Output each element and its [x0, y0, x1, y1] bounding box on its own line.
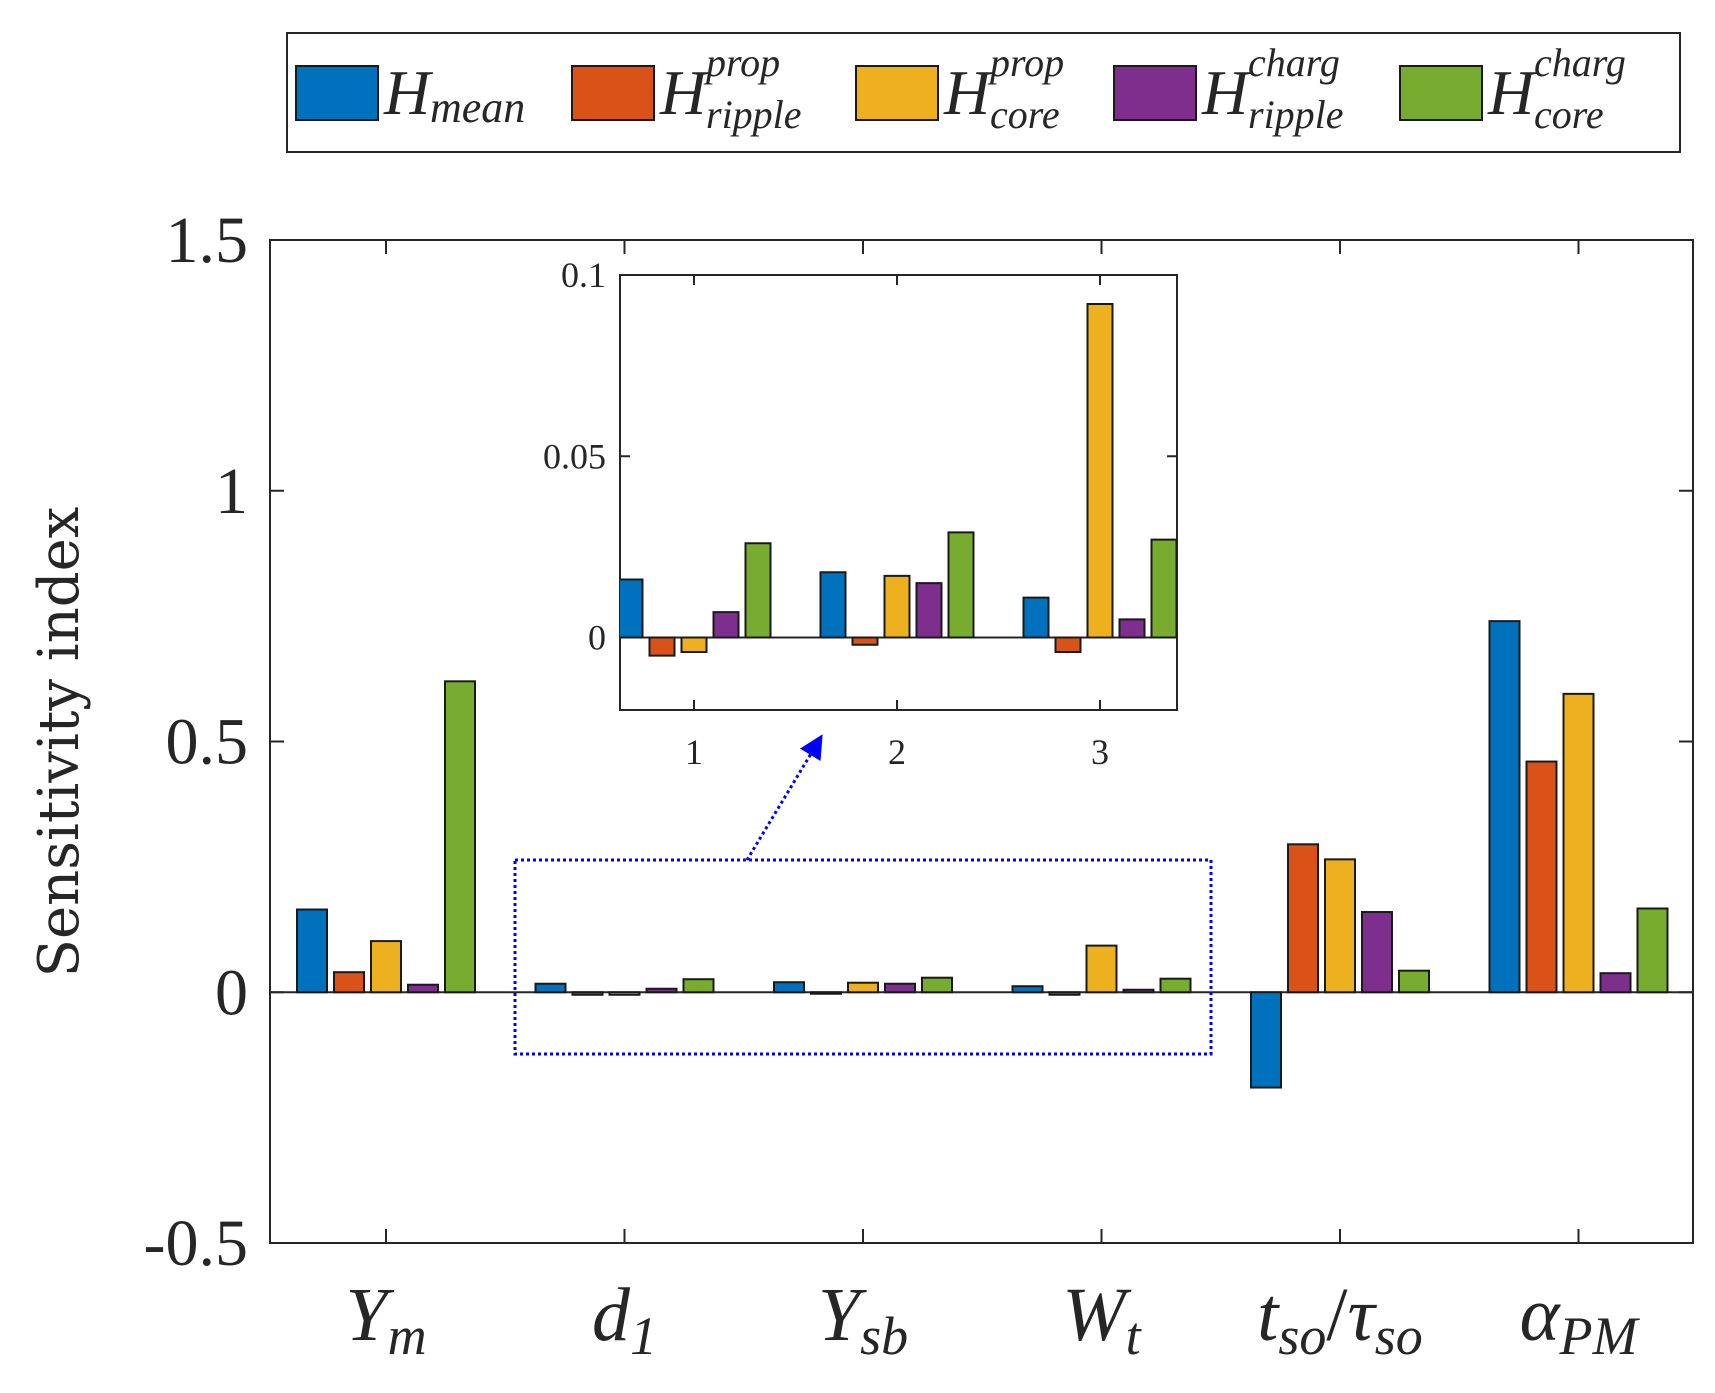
legend-label-sub: core — [1534, 92, 1604, 137]
inset-y-tick-label: 0.1 — [561, 255, 606, 295]
bar-core-charg-cat1 — [444, 680, 476, 994]
zoom-arrow — [745, 734, 823, 861]
legend-label-sub: core — [990, 92, 1060, 137]
inset-y-tick-label: 0.05 — [543, 436, 606, 476]
inset-axes: 0 0.05 0.1 1 2 3 — [543, 255, 1178, 772]
inset-bar-s1-cat3 — [1022, 596, 1050, 639]
x-category-label: Ysb — [818, 1273, 908, 1366]
bar-core-prop-cat4 — [1085, 944, 1118, 994]
bar-ripple-prop-cat6 — [1525, 760, 1558, 994]
bar-ripple-prop-cat5 — [1287, 843, 1319, 994]
bar-mean-cat2 — [534, 982, 567, 994]
bar-mean-cat1 — [296, 908, 328, 994]
bar-core-prop-cat5 — [1324, 858, 1356, 994]
inset-bar-s5-cat2 — [947, 531, 975, 639]
legend-label-sup: prop — [703, 40, 780, 85]
inset-bar-s4-cat2 — [915, 582, 943, 639]
x-category-label: Ym — [345, 1273, 426, 1366]
legend-label-sub: ripple — [1248, 92, 1344, 137]
legend-swatch-3 — [1113, 65, 1197, 121]
bar-core-charg-cat4 — [1159, 977, 1192, 994]
inset-bar-s1-cat2 — [819, 571, 847, 639]
legend-label-sup: prop — [987, 40, 1064, 85]
x-category-label: Wt — [1062, 1273, 1142, 1366]
legend-label-sub: ripple — [706, 92, 802, 137]
inset-bar-s3-cat3 — [1086, 303, 1114, 639]
bar-core-charg-cat6 — [1636, 907, 1669, 994]
inset-bar-s4-cat3 — [1118, 618, 1146, 639]
y-tick-label: 1.5 — [166, 204, 249, 277]
y-tick-label: 1 — [215, 455, 248, 528]
legend-label-base: H — [1487, 57, 1538, 128]
bar-mean-cat3 — [773, 981, 805, 994]
x-category-label: tso/τso — [1257, 1273, 1422, 1366]
inset-bar-s2-cat1 — [648, 636, 676, 657]
bar-ripple-charg-cat5 — [1361, 911, 1393, 994]
inset-y-tick-label: 0 — [588, 618, 606, 658]
bar-core-charg-cat3 — [921, 976, 953, 994]
legend-label-base: H — [1201, 57, 1252, 128]
inset-bar-s4-cat1 — [712, 611, 740, 639]
inset-bar-s5-cat3 — [1150, 538, 1177, 639]
y-tick-label: -0.5 — [144, 1207, 248, 1280]
y-tick-label: 0.5 — [166, 706, 249, 779]
bar-ripple-charg-cat3 — [884, 982, 916, 994]
y-tick-label: 0 — [215, 956, 248, 1029]
bar-core-prop-cat6 — [1562, 692, 1595, 994]
inset-x-tick-label: 3 — [1091, 732, 1109, 772]
legend-swatch-1 — [571, 65, 655, 121]
legend-label-sub: mean — [430, 83, 525, 132]
bar-core-prop-cat2 — [608, 991, 641, 996]
y-axis-label: Sensitivity index — [27, 507, 92, 978]
bar-core-charg-cat2 — [682, 978, 715, 994]
bar-ripple-prop-cat4 — [1048, 991, 1081, 996]
bar-ripple-charg-cat1 — [407, 983, 439, 994]
inset-x-tick-label: 1 — [685, 732, 703, 772]
bar-mean-cat4 — [1011, 985, 1044, 994]
x-category-label: αPM — [1520, 1273, 1641, 1366]
legend-label-base: H — [943, 57, 994, 128]
inset-bar-s2-cat3 — [1054, 636, 1082, 653]
inset-bar-s2-cat2 — [851, 636, 879, 646]
bar-core-prop-cat1 — [370, 940, 402, 994]
inset-bar-s3-cat2 — [883, 574, 911, 639]
legend-label-sup: charg — [1248, 40, 1340, 85]
legend-label-base: H — [659, 57, 710, 128]
zoom-region-box — [513, 858, 1213, 1056]
inset-bars — [620, 303, 1177, 657]
bar-core-prop-cat3 — [847, 981, 879, 994]
bar-core-charg-cat5 — [1398, 969, 1430, 994]
bar-mean-cat5 — [1250, 991, 1282, 1089]
legend-label-base: H — [383, 57, 434, 128]
legend-swatch-0 — [295, 65, 379, 121]
bar-ripple-charg-cat4 — [1122, 988, 1155, 994]
bar-ripple-prop-cat1 — [333, 971, 365, 994]
bar-ripple-prop-cat3 — [810, 991, 842, 995]
inset-bar-s1-cat1 — [620, 578, 644, 639]
bar-ripple-charg-cat6 — [1599, 972, 1632, 994]
bar-ripple-charg-cat2 — [645, 987, 678, 994]
bar-ripple-prop-cat2 — [571, 991, 604, 996]
legend-swatch-4 — [1399, 65, 1483, 121]
inset-bar-s5-cat1 — [744, 542, 772, 639]
legend-swatch-2 — [855, 65, 939, 121]
bar-mean-cat6 — [1488, 620, 1521, 994]
x-category-label: d1 — [592, 1273, 657, 1366]
legend-label-sup: charg — [1534, 40, 1626, 85]
inset-bar-s3-cat1 — [680, 636, 708, 653]
inset-x-tick-label: 2 — [888, 732, 906, 772]
